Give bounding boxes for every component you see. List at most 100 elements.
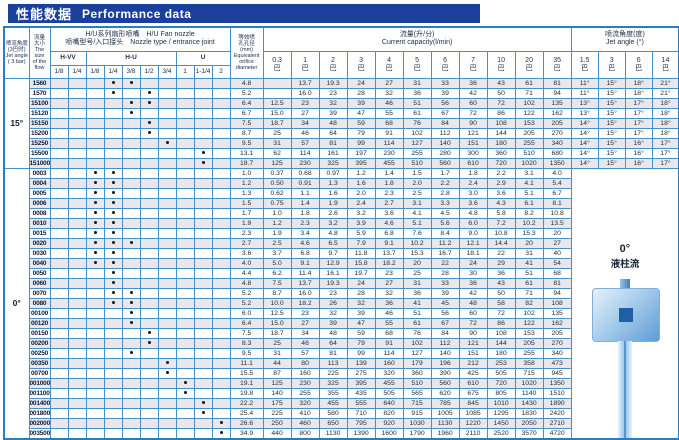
capacity-cell: 8.1 bbox=[542, 197, 572, 209]
dot-cell bbox=[175, 87, 195, 99]
dot-cell bbox=[49, 227, 69, 239]
capacity-cell: 84 bbox=[430, 117, 460, 129]
dot-cell bbox=[103, 397, 123, 409]
capacity-cell: 0.37 bbox=[262, 167, 292, 179]
dot-cell bbox=[211, 167, 231, 179]
capacity-cell: 715 bbox=[402, 397, 432, 409]
capacity-cell: 36 bbox=[486, 267, 516, 279]
capacity-cell: 325 bbox=[318, 157, 348, 169]
capacity-cell: 32 bbox=[318, 307, 348, 319]
capacity-cell: 355 bbox=[318, 387, 348, 399]
dot-cell bbox=[175, 257, 195, 269]
availability-dot bbox=[93, 171, 97, 175]
capacity-cell: 140 bbox=[262, 387, 292, 399]
capacity-cell: 1790 bbox=[402, 427, 432, 439]
dot-cell bbox=[157, 157, 177, 169]
capacity-cell: 62 bbox=[262, 147, 292, 159]
dot-cell bbox=[121, 267, 141, 279]
dot-cell bbox=[157, 387, 177, 399]
capacity-cell: 1600 bbox=[374, 427, 404, 439]
capacity-cell: 1.5 bbox=[402, 167, 432, 179]
capacity-cell: 24 bbox=[458, 257, 488, 269]
dot-cell bbox=[67, 167, 87, 179]
availability-dot bbox=[147, 131, 151, 135]
dot-cell bbox=[67, 87, 87, 99]
dot-cell bbox=[121, 157, 141, 169]
capacity-cell: 162 bbox=[542, 107, 572, 119]
dot-cell bbox=[211, 117, 231, 129]
table-row: 00700 15.5 87 160 225 275 320 360 390 425 505 715 94… bbox=[4, 367, 679, 379]
dot-cell bbox=[67, 177, 87, 189]
capacity-cell: 4.8 bbox=[318, 227, 348, 239]
flow-cell: 15100 bbox=[28, 97, 51, 109]
capacity-cell: 72 bbox=[486, 307, 516, 319]
capacity-cell: 1030 bbox=[402, 417, 432, 429]
capacity-cell: 715 bbox=[514, 367, 544, 379]
dot-cell bbox=[157, 127, 177, 139]
dot-cell bbox=[67, 217, 87, 229]
capacity-cell: 4.6 bbox=[374, 217, 404, 229]
table-row: 001400 22.2 175 320 455 555 640 715 785 845 1010 14… bbox=[4, 397, 679, 409]
capacity-cell: 31 bbox=[262, 137, 292, 149]
size-header: 1-1/4 bbox=[193, 64, 213, 79]
diameter-cell: 1.7 bbox=[229, 207, 264, 219]
diameter-cell: 5.2 bbox=[229, 297, 264, 309]
dot-cell bbox=[85, 317, 105, 329]
dot-cell bbox=[85, 327, 105, 339]
capacity-cell: 24 bbox=[346, 77, 376, 89]
dot-cell bbox=[121, 347, 141, 359]
angle-cell: 15° bbox=[597, 137, 626, 149]
angle-cell: 17° bbox=[624, 97, 653, 109]
dot-cell bbox=[121, 87, 141, 99]
dot-cell bbox=[175, 267, 195, 279]
availability-dot bbox=[183, 381, 187, 385]
capacity-cell: 29 bbox=[486, 257, 516, 269]
dot-cell bbox=[103, 427, 123, 439]
dot-cell bbox=[103, 237, 123, 249]
capacity-cell: 42 bbox=[458, 87, 488, 99]
capacity-cell: 153 bbox=[514, 117, 544, 129]
dot-cell bbox=[67, 417, 87, 429]
capacity-cell: 197 bbox=[346, 147, 376, 159]
flow-cell: 0040 bbox=[28, 257, 51, 269]
availability-dot bbox=[147, 331, 151, 335]
dot-cell bbox=[211, 137, 231, 149]
dot-cell bbox=[49, 197, 69, 209]
angle-cell: 15° bbox=[597, 127, 626, 139]
dot-cell bbox=[157, 197, 177, 209]
capacity-cell: 48 bbox=[458, 297, 488, 309]
dot-cell bbox=[85, 427, 105, 439]
capacity-cell: 23 bbox=[318, 87, 348, 99]
capacity-cell: 212 bbox=[458, 357, 488, 369]
dot-cell bbox=[139, 167, 159, 179]
dot-cell bbox=[175, 197, 195, 209]
capacity-cell: 153 bbox=[514, 327, 544, 339]
capacity-cell: 255 bbox=[514, 137, 544, 149]
capacity-cell: 4.1 bbox=[514, 177, 544, 189]
angle-cell: 11° bbox=[570, 87, 599, 99]
capacity-cell: 3.2 bbox=[346, 207, 376, 219]
diameter-cell: 5.2 bbox=[229, 87, 264, 99]
availability-dot bbox=[201, 401, 205, 405]
capacity-cell: 610 bbox=[458, 377, 488, 389]
capacity-cell: 2.5 bbox=[402, 187, 432, 199]
dot-cell bbox=[175, 427, 195, 439]
capacity-cell: 555 bbox=[346, 397, 376, 409]
capacity-cell: 16.0 bbox=[290, 87, 320, 99]
flow-cell: 1570 bbox=[28, 87, 51, 99]
angle-cell: 13° bbox=[570, 107, 599, 119]
dot-cell bbox=[139, 187, 159, 199]
dot-cell bbox=[49, 407, 69, 419]
capacity-cell: 15.0 bbox=[262, 107, 292, 119]
pressure-header: 10 巴 bbox=[486, 50, 516, 79]
dot-cell bbox=[175, 167, 195, 179]
table-row: 15100 6.4 12.5 23 32 39 46 51 56 60 72 102 135 13° 15°… bbox=[4, 97, 679, 109]
capacity-cell: 2050 bbox=[514, 417, 544, 429]
capacity-cell: 36 bbox=[458, 277, 488, 289]
size-header: 3/8 bbox=[121, 64, 141, 79]
capacity-cell: 12.1 bbox=[458, 237, 488, 249]
dot-cell bbox=[193, 357, 213, 369]
capacity-cell: 2520 bbox=[486, 427, 516, 439]
capacity-cell: 2.4 bbox=[346, 197, 376, 209]
table-row: 002000 26.6 250 460 650 795 920 1030 1130 1220 145… bbox=[4, 417, 679, 429]
